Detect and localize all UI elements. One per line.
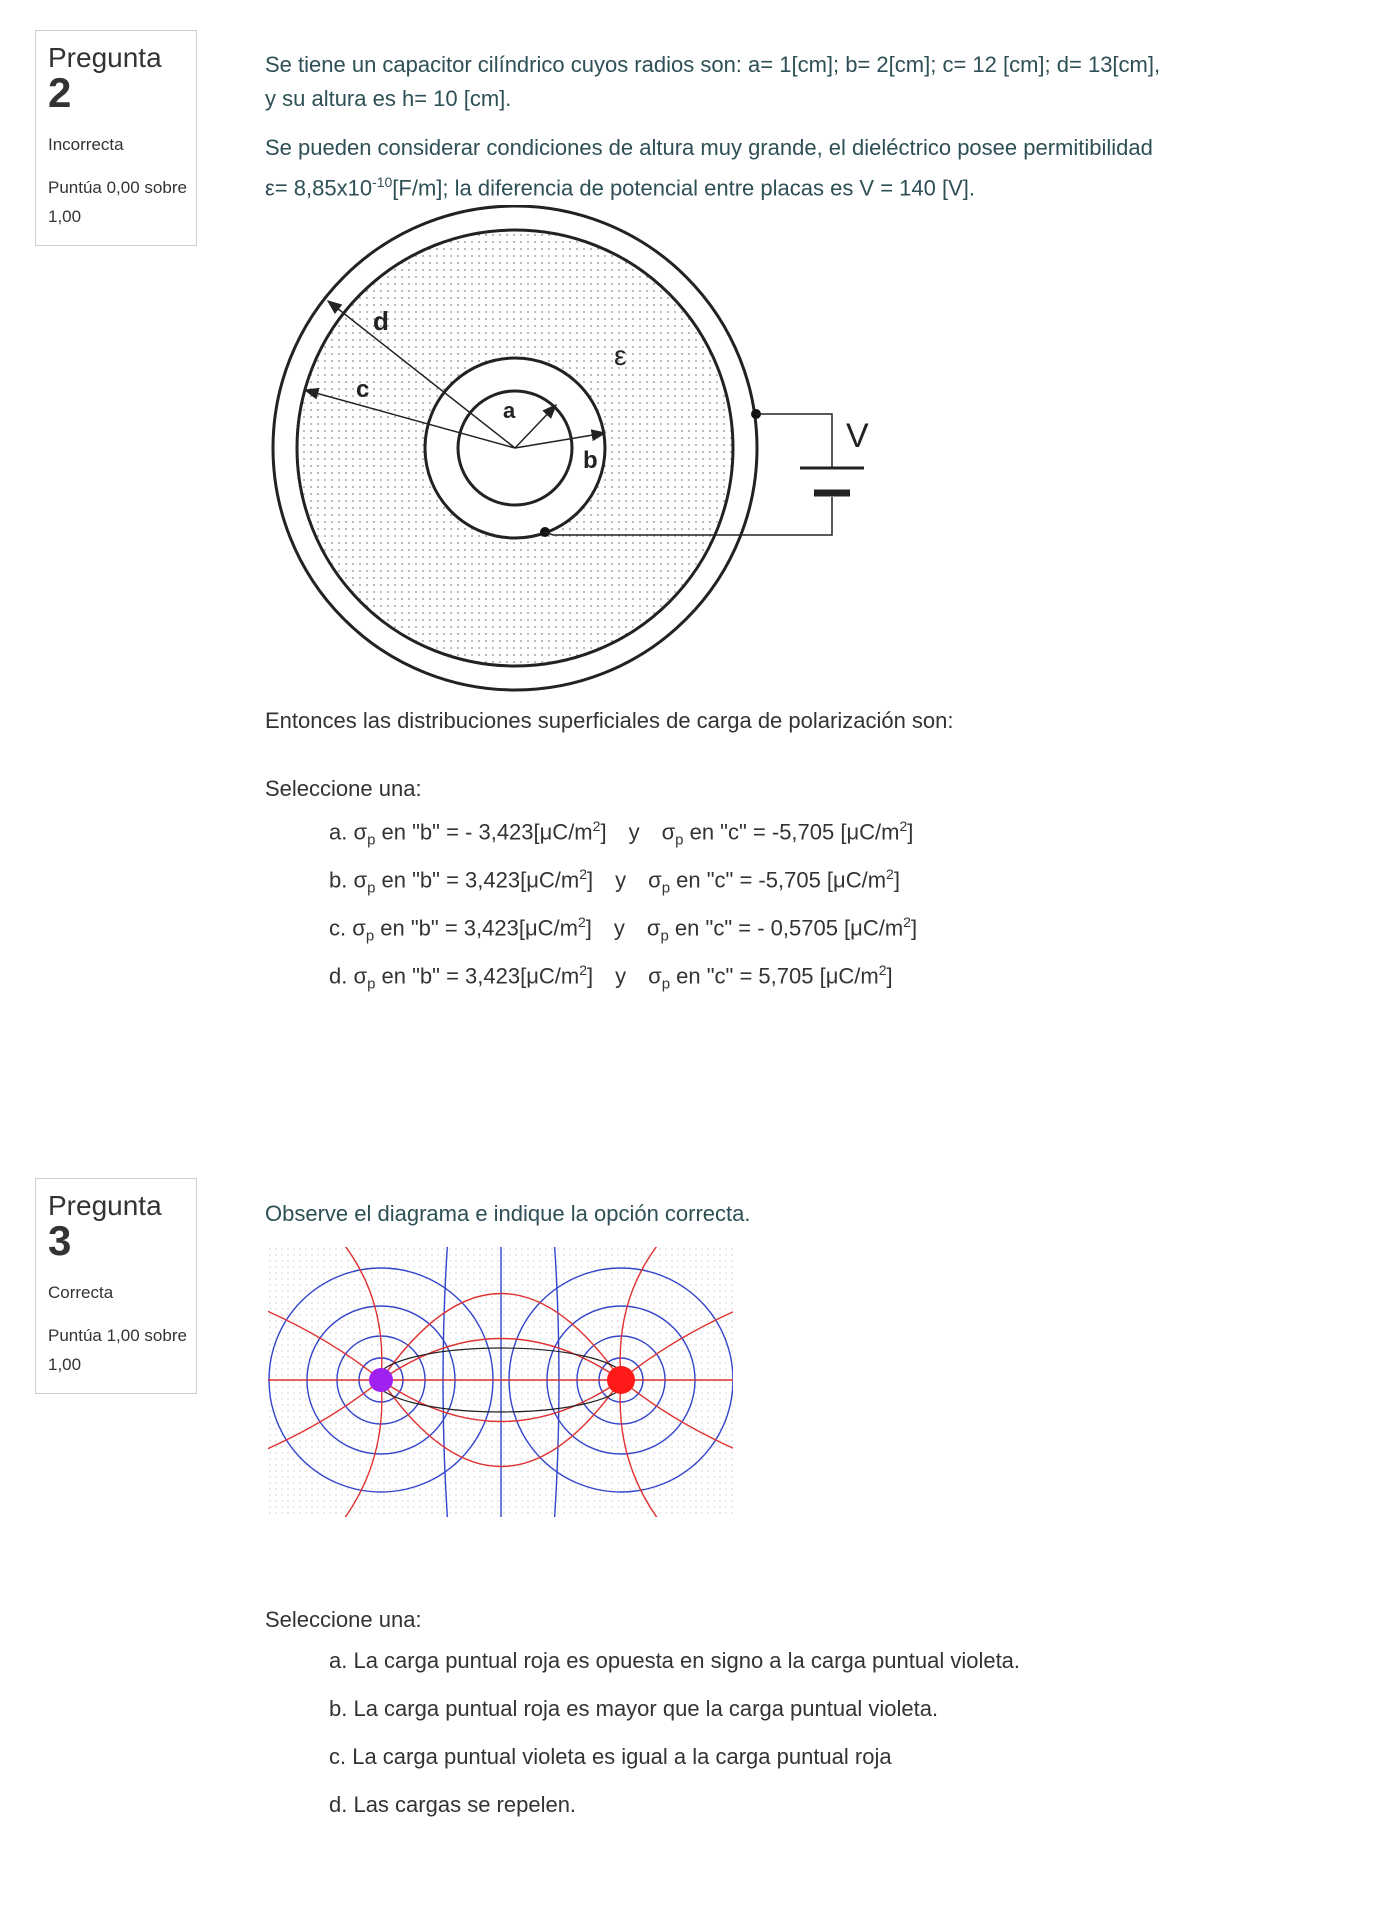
- select-label: Seleccione una:: [265, 1607, 422, 1632]
- wire-top: [756, 413, 833, 468]
- option-a[interactable]: a. La carga puntual roja es opuesta en s…: [329, 1648, 1021, 1673]
- label-v: V: [846, 417, 869, 455]
- question-state: Correcta: [48, 1283, 114, 1302]
- question-3-info: Pregunta 3 Correcta Puntúa 1,00 sobre 1,…: [35, 1178, 197, 1394]
- label-a: a: [503, 398, 516, 423]
- select-label: Seleccione una:: [265, 776, 422, 801]
- label-epsilon: ε: [614, 340, 626, 371]
- option-c[interactable]: c. σp en "b" = 3,423[μC/m2] y σp en "c" = …: [329, 914, 918, 945]
- label-d: d: [373, 306, 389, 336]
- text-line: y su altura es h= 10 [cm].: [265, 86, 512, 111]
- red-charge: [607, 1366, 635, 1394]
- text-line: Se pueden considerar condiciones de altu…: [265, 135, 1153, 160]
- option-d[interactable]: d. σp en "b" = 3,423[μC/m2] y σp en "c" = …: [329, 962, 893, 993]
- text-line: Se tiene un capacitor cilíndrico cuyos r…: [265, 52, 1161, 77]
- eps-rest: [F/m]; la diferencia de potencial entre …: [392, 175, 976, 201]
- question-2-text-2: Se pueden considerar condiciones de altu…: [265, 131, 1153, 205]
- option-d[interactable]: d. Las cargas se repelen.: [329, 1792, 577, 1817]
- option-b[interactable]: b. σp en "b" = 3,423[μC/m2] y σp en "c" = …: [329, 866, 900, 897]
- option-c[interactable]: c. La carga puntual violeta es igual a l…: [329, 1744, 892, 1769]
- capacitor-diagram: d c a b ε V: [271, 205, 869, 692]
- violet-charge: [369, 1368, 393, 1392]
- option-b[interactable]: b. La carga puntual roja es mayor que la…: [329, 1696, 939, 1721]
- question-grade: Puntúa 0,00 sobre 1,00: [48, 178, 187, 226]
- question-number: 2: [48, 69, 72, 116]
- wire-bottom: [544, 497, 833, 536]
- radius-b-arrow: [514, 429, 607, 449]
- follow-text: Entonces las distribuciones superficiale…: [265, 708, 954, 733]
- label-b: b: [583, 447, 598, 474]
- radius-d-arrow: [326, 300, 516, 449]
- question-grade: Puntúa 1,00 sobre 1,00: [48, 1326, 187, 1374]
- option-a[interactable]: a. σp en "b" = - 3,423[μC/m2] y σp en "c" …: [329, 818, 914, 849]
- eps-value: ε= 8,85x10: [265, 175, 373, 201]
- label-c: c: [356, 376, 369, 403]
- question-label: Pregunta: [48, 1190, 162, 1221]
- question-number: 3: [48, 1217, 72, 1264]
- eps-exponent: -10: [372, 174, 393, 190]
- question-2-text: Se tiene un capacitor cilíndrico cuyos r…: [265, 48, 1160, 116]
- question-label: Pregunta: [48, 42, 162, 73]
- red-field-lines: [268, 1247, 733, 1517]
- radius-a-arrow: [514, 403, 558, 449]
- radius-c-arrow: [303, 387, 516, 449]
- question-3-text: Observe el diagrama e indique la opción …: [265, 1201, 751, 1226]
- text-line: ε= 8,85x10-10[F/m]; la diferencia de pot…: [265, 165, 1153, 205]
- field-lines-diagram: [268, 1247, 733, 1517]
- question-2-info: Pregunta 2 Incorrecta Puntúa 0,00 sobre …: [35, 30, 197, 246]
- question-state: Incorrecta: [48, 135, 124, 154]
